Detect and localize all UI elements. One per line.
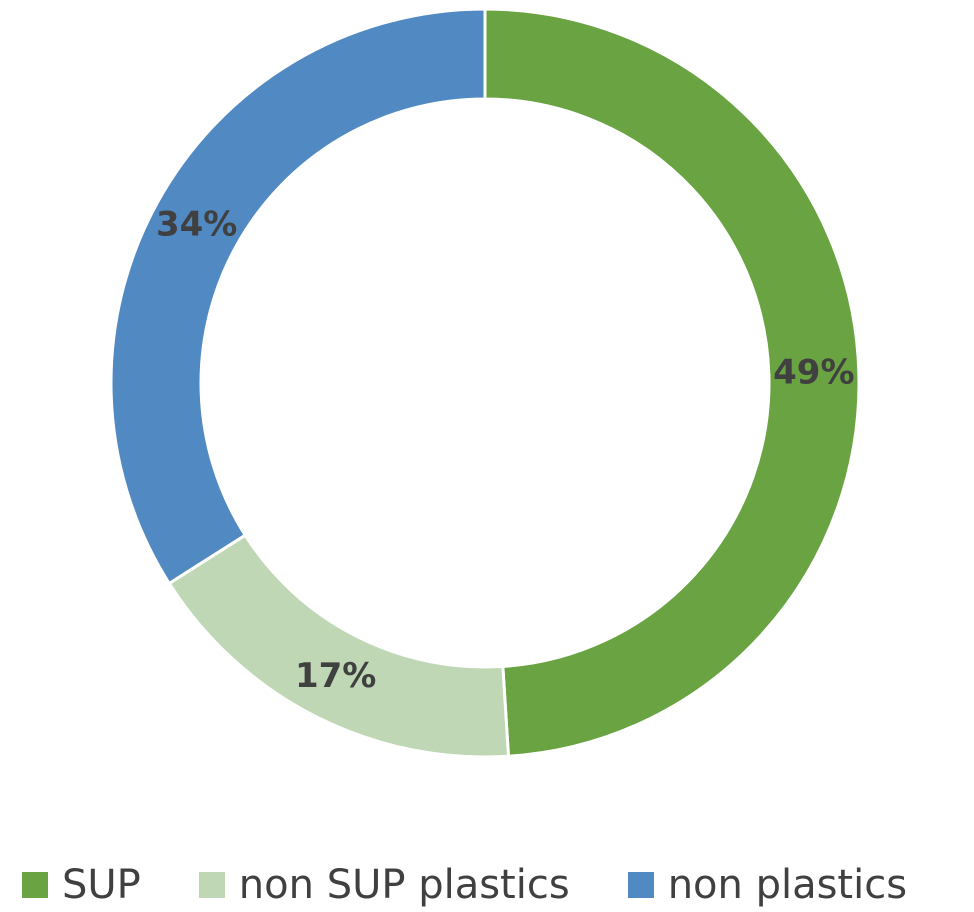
- legend-item-non-sup-plastics: non SUP plastics: [198, 862, 570, 908]
- donut-chart-canvas: 49% 17% 34%: [109, 7, 861, 759]
- data-label-non-sup-plastics: 17%: [295, 656, 376, 696]
- legend-swatch-non-plastics: [627, 872, 654, 898]
- legend-swatch-non-sup-plastics: [198, 872, 225, 898]
- legend-label-sup: SUP: [62, 862, 141, 908]
- chart-legend: SUP non SUP plastics non plastics: [0, 858, 974, 912]
- data-label-non-plastics: 34%: [156, 205, 237, 245]
- legend-swatch-sup: [22, 872, 48, 898]
- donut-slice-non-sup-plastics: [167, 533, 511, 759]
- legend-item-non-plastics: non plastics: [627, 862, 908, 908]
- donut-data-labels: 49% 17% 34%: [156, 205, 855, 697]
- donut-slices: [109, 7, 861, 759]
- donut-slice-sup: [483, 7, 861, 758]
- donut-slice-non-plastics: [109, 7, 487, 586]
- legend-item-sup: SUP: [22, 865, 141, 905]
- legend-label-non-plastics: non plastics: [667, 862, 908, 908]
- data-label-sup: 49%: [773, 353, 854, 393]
- legend-label-non-sup-plastics: non SUP plastics: [238, 862, 570, 908]
